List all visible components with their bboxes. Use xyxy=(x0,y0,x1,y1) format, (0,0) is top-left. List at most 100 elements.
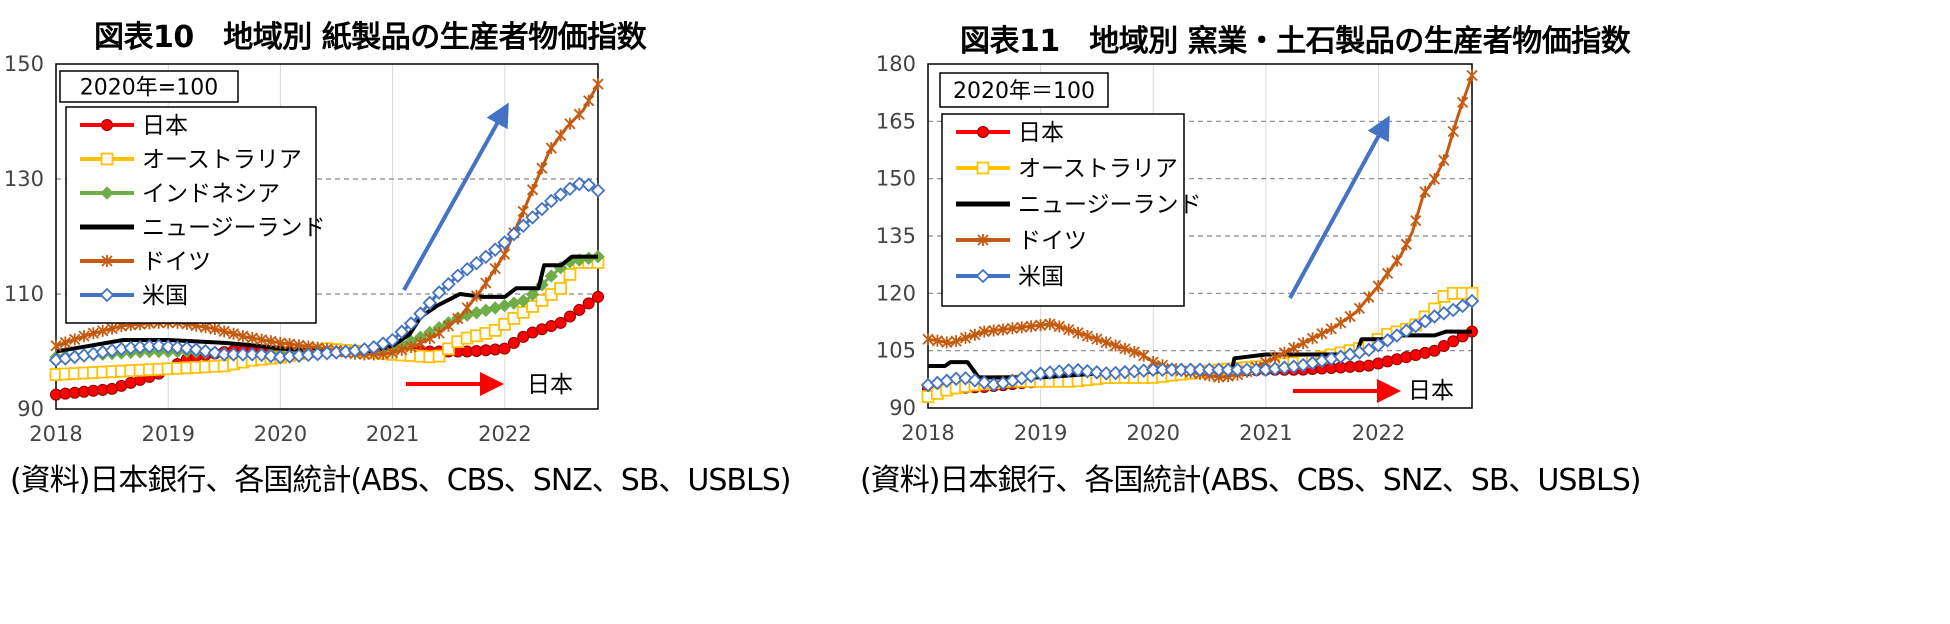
data-point xyxy=(1344,310,1356,323)
data-point xyxy=(563,268,577,281)
data-point xyxy=(534,201,550,217)
data-point xyxy=(1456,96,1469,109)
legend-label: ニュージーランド xyxy=(142,215,326,241)
data-point xyxy=(59,336,71,349)
data-point xyxy=(583,94,595,107)
data-point xyxy=(582,297,595,310)
data-point xyxy=(151,338,167,354)
data-point xyxy=(396,343,408,356)
data-point xyxy=(1278,346,1291,359)
data-point xyxy=(218,325,230,338)
data-point xyxy=(469,256,484,271)
data-point xyxy=(394,324,410,340)
annotation-japan: 日本 xyxy=(1408,378,1454,404)
data-point xyxy=(431,285,447,300)
data-point xyxy=(1063,323,1075,336)
y-tick-label: 120 xyxy=(876,281,916,305)
data-point xyxy=(517,205,529,218)
legend-marker xyxy=(99,287,115,303)
data-point xyxy=(563,310,576,323)
legend-marker xyxy=(101,119,113,131)
data-point xyxy=(198,343,213,359)
note-box xyxy=(59,70,239,103)
trend-arrow-blue xyxy=(402,102,509,291)
chart-source: (資料)日本銀行、各国統計(ABS、CBS、SNZ、SB、USBLS) xyxy=(10,463,791,498)
data-point xyxy=(1070,362,1086,378)
data-point xyxy=(564,117,576,130)
data-point xyxy=(488,301,502,315)
data-point xyxy=(506,226,522,242)
y-tick-label: 150 xyxy=(876,167,916,191)
data-point xyxy=(1361,342,1377,358)
data-point xyxy=(479,303,493,318)
data-point xyxy=(1109,339,1122,352)
legend-label: オーストラリア xyxy=(1018,156,1178,182)
data-point xyxy=(525,210,540,225)
data-point xyxy=(988,324,1000,337)
data-point xyxy=(1192,362,1208,378)
data-point xyxy=(1363,291,1375,304)
data-point xyxy=(1091,333,1103,346)
y-tick-label: 110 xyxy=(4,282,44,306)
note-text: 2020年＝100 xyxy=(953,79,1095,104)
y-tick-label: 165 xyxy=(876,109,916,133)
data-point xyxy=(1072,326,1084,339)
x-tick-label: 2021 xyxy=(366,422,419,446)
data-point xyxy=(959,331,972,344)
legend-item-japan: 日本 xyxy=(80,113,188,139)
data-point xyxy=(1408,318,1423,334)
x-tick-label: 2018 xyxy=(901,421,954,445)
data-point xyxy=(1417,313,1433,329)
data-point xyxy=(931,334,944,347)
data-point xyxy=(179,341,195,356)
legend-marker xyxy=(977,234,989,246)
data-point xyxy=(1464,293,1480,309)
legend-marker xyxy=(975,268,991,284)
data-point xyxy=(1211,362,1227,378)
x-tick-label: 2019 xyxy=(1014,421,1067,445)
chart-source: (資料)日本銀行、各国統計(ABS、CBS、SNZ、SB、USBLS) xyxy=(860,463,1641,498)
series-usa xyxy=(920,293,1480,393)
data-point xyxy=(1389,328,1405,343)
data-point xyxy=(442,319,455,332)
x-tick-label: 2022 xyxy=(478,422,531,446)
data-point xyxy=(958,370,973,386)
data-point xyxy=(1025,320,1037,333)
data-point xyxy=(1325,322,1337,335)
data-point xyxy=(1391,254,1403,267)
data-point xyxy=(572,176,587,192)
data-point xyxy=(432,349,446,363)
data-point xyxy=(1306,332,1319,345)
data-point xyxy=(1183,362,1198,378)
x-tick-label: 2021 xyxy=(1239,421,1292,445)
data-point xyxy=(87,327,100,340)
y-tick-label: 105 xyxy=(876,339,916,363)
data-point xyxy=(69,333,81,346)
data-point xyxy=(188,342,204,357)
data-point xyxy=(1400,238,1412,251)
data-point xyxy=(1081,329,1094,342)
note-box xyxy=(939,72,1109,108)
data-point xyxy=(1428,344,1441,357)
data-point xyxy=(545,142,557,155)
data-point xyxy=(452,312,464,325)
data-point xyxy=(413,306,428,321)
data-point xyxy=(1316,327,1328,340)
data-point xyxy=(969,328,981,341)
data-point xyxy=(263,348,279,364)
data-point xyxy=(478,249,494,265)
data-point xyxy=(1230,362,1245,378)
data-point xyxy=(1006,322,1019,335)
data-point xyxy=(1155,362,1170,378)
trend-arrow-blue xyxy=(1288,115,1390,299)
series-usa xyxy=(48,176,606,368)
legend-label: インドネシア xyxy=(142,181,280,207)
data-point xyxy=(562,181,578,197)
annotation-japan: 日本 xyxy=(527,372,573,398)
data-point xyxy=(553,187,568,202)
plot-border xyxy=(55,63,599,410)
legend-label: 日本 xyxy=(1018,120,1064,146)
data-point xyxy=(1239,362,1255,378)
data-point xyxy=(544,193,559,209)
